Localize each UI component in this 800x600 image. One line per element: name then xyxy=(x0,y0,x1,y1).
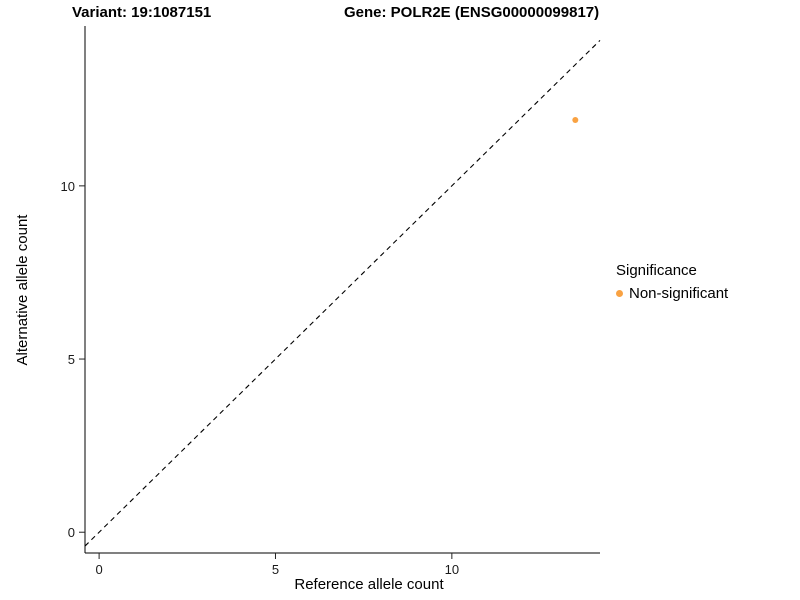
data-point xyxy=(572,117,579,124)
gene-title: Gene: POLR2E (ENSG00000099817) xyxy=(344,4,600,21)
y-tick-label: 0 xyxy=(68,525,75,540)
y-tick-label: 10 xyxy=(61,179,75,194)
identity-line xyxy=(84,39,601,547)
legend-entry: Non-significant xyxy=(616,285,728,302)
legend-entry-label: Non-significant xyxy=(629,285,729,302)
x-tick-label: 5 xyxy=(272,562,279,577)
x-tick-label: 10 xyxy=(445,562,459,577)
variant-title: Variant: 19:1087151 xyxy=(72,4,212,21)
legend: Significance Non-significant xyxy=(616,262,728,302)
y-axis-label: Alternative allele count xyxy=(14,214,31,366)
x-axis-label: Reference allele count xyxy=(294,576,444,593)
x-tick-label: 0 xyxy=(95,562,102,577)
legend-point-icon xyxy=(616,290,623,297)
y-tick-label: 5 xyxy=(68,352,75,367)
legend-title: Significance xyxy=(616,262,697,279)
